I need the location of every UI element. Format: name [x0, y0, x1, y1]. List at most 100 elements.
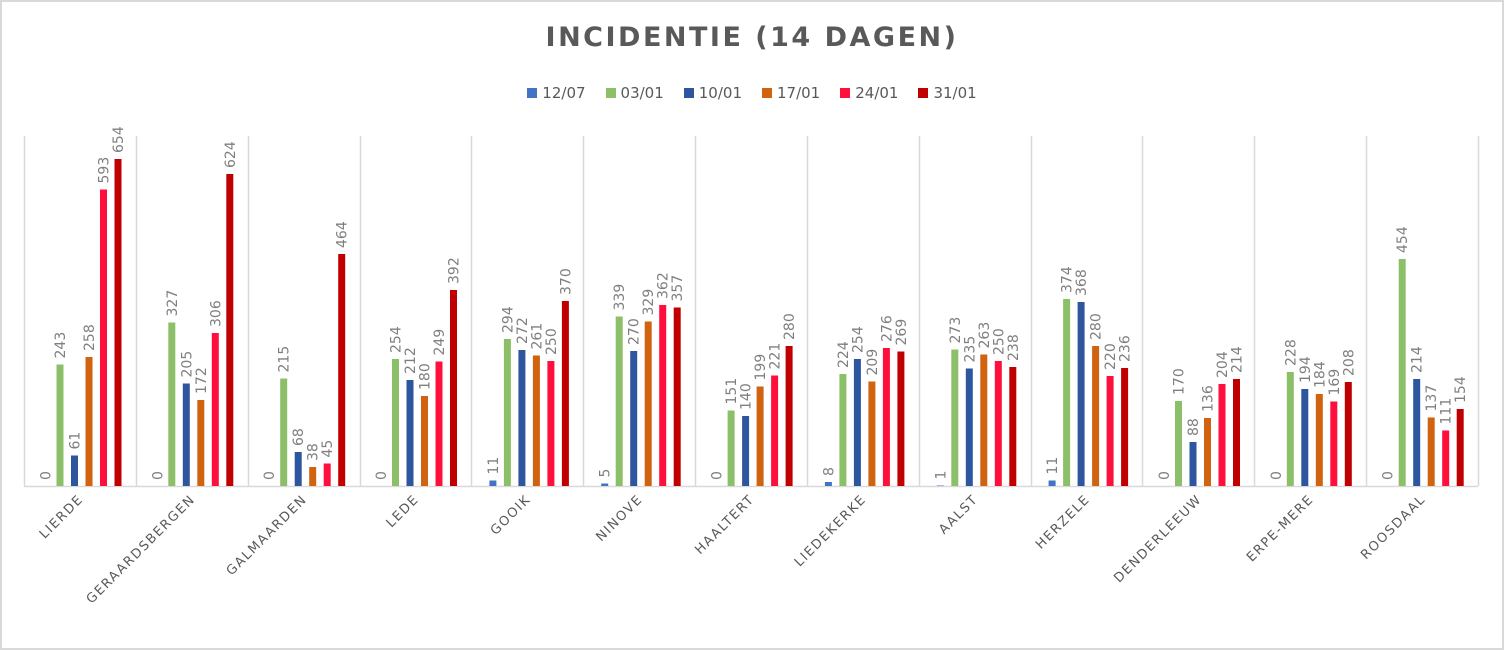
bar[interactable] [309, 467, 317, 486]
legend-swatch [918, 88, 929, 98]
bar[interactable] [824, 482, 832, 486]
bar[interactable] [1233, 379, 1240, 486]
bar[interactable] [897, 351, 905, 487]
legend-item[interactable]: 17/01 [762, 84, 820, 102]
bar[interactable] [1398, 259, 1406, 486]
data-label: 228 [1283, 339, 1299, 366]
bar[interactable] [532, 355, 540, 487]
legend-item[interactable]: 03/01 [605, 84, 664, 102]
category-label: LEDE [384, 492, 423, 531]
bar[interactable] [392, 359, 399, 486]
bar[interactable] [742, 416, 750, 486]
data-label: 88 [1186, 418, 1202, 436]
bar[interactable] [197, 400, 205, 486]
bar[interactable] [1077, 302, 1085, 486]
bar[interactable] [659, 305, 667, 486]
bar[interactable] [1106, 376, 1114, 486]
data-label: 0 [1269, 471, 1285, 480]
bar[interactable] [1175, 401, 1182, 486]
bar[interactable] [450, 290, 457, 486]
data-label: 249 [432, 329, 448, 356]
bar[interactable] [323, 463, 331, 487]
data-label: 454 [1395, 226, 1411, 253]
bar[interactable] [100, 189, 107, 487]
bar[interactable] [1286, 372, 1294, 486]
bar[interactable] [421, 396, 428, 486]
legend-item[interactable]: 31/01 [918, 84, 977, 102]
bar[interactable] [1427, 417, 1435, 487]
data-label: 329 [641, 289, 657, 316]
bar[interactable] [980, 354, 988, 487]
bar[interactable] [1092, 346, 1100, 486]
bar[interactable] [211, 333, 219, 486]
bar[interactable] [71, 455, 78, 487]
bar[interactable] [1009, 367, 1017, 486]
bar[interactable] [1048, 480, 1056, 487]
data-label: 254 [850, 326, 866, 353]
bar[interactable] [114, 159, 122, 486]
data-label: 172 [194, 367, 210, 394]
bar[interactable] [727, 410, 735, 487]
legend-label: 24/01 [855, 84, 899, 102]
bar[interactable] [226, 174, 234, 486]
bar[interactable] [1204, 418, 1211, 486]
bar[interactable] [615, 316, 623, 487]
bar[interactable] [673, 307, 681, 487]
data-label: 214 [1230, 346, 1246, 373]
legend-label: 17/01 [777, 84, 821, 102]
bar[interactable] [1456, 409, 1464, 486]
bar[interactable] [882, 348, 890, 486]
bar[interactable] [1413, 379, 1421, 486]
bar[interactable] [1344, 382, 1352, 486]
legend-swatch [605, 88, 616, 98]
data-label: 208 [1341, 349, 1357, 376]
data-label: 276 [879, 315, 895, 342]
bar[interactable] [868, 381, 876, 487]
bar[interactable] [630, 351, 638, 486]
data-label: 184 [1312, 361, 1328, 388]
data-label: 214 [1410, 346, 1426, 373]
category-label: HERZELE [1033, 492, 1093, 552]
data-label: 624 [223, 141, 239, 168]
bar[interactable] [1218, 384, 1226, 486]
bar[interactable] [756, 386, 764, 487]
bar[interactable] [1301, 389, 1309, 486]
bar[interactable] [1189, 442, 1197, 486]
legend-item[interactable]: 12/07 [527, 84, 586, 102]
bar[interactable] [168, 322, 176, 487]
bar[interactable] [853, 359, 861, 486]
bar[interactable] [601, 483, 609, 487]
bar[interactable] [1442, 430, 1450, 487]
bar[interactable] [338, 254, 346, 486]
bar[interactable] [182, 383, 190, 487]
bar[interactable] [771, 375, 779, 487]
bar[interactable] [1063, 299, 1071, 486]
bar[interactable] [489, 480, 497, 487]
bar[interactable] [1121, 368, 1129, 486]
bar[interactable] [1315, 394, 1323, 486]
bar[interactable] [280, 378, 288, 487]
bar[interactable] [547, 361, 555, 486]
bar[interactable] [518, 350, 526, 486]
bar[interactable] [561, 301, 569, 486]
bar[interactable] [435, 361, 443, 487]
data-label: 61 [68, 432, 84, 450]
bar[interactable] [1330, 401, 1338, 487]
data-label: 38 [306, 443, 322, 461]
data-label: 136 [1201, 385, 1217, 412]
legend-item[interactable]: 24/01 [840, 84, 898, 102]
bar[interactable] [406, 380, 414, 486]
category-label: LIEDEKERKE [792, 492, 870, 570]
bar[interactable] [936, 485, 944, 487]
bar[interactable] [294, 452, 302, 486]
legend-item[interactable]: 10/01 [683, 84, 742, 102]
bar[interactable] [994, 361, 1002, 486]
bar[interactable] [644, 321, 652, 487]
bar[interactable] [951, 349, 959, 487]
bar[interactable] [503, 339, 511, 486]
bar[interactable] [85, 357, 93, 486]
bar[interactable] [785, 346, 793, 486]
bar[interactable] [839, 374, 847, 486]
bar[interactable] [965, 368, 973, 487]
bar[interactable] [56, 364, 64, 487]
